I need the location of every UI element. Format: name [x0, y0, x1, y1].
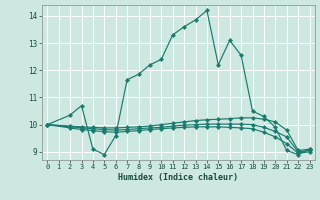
X-axis label: Humidex (Indice chaleur): Humidex (Indice chaleur)	[118, 173, 238, 182]
